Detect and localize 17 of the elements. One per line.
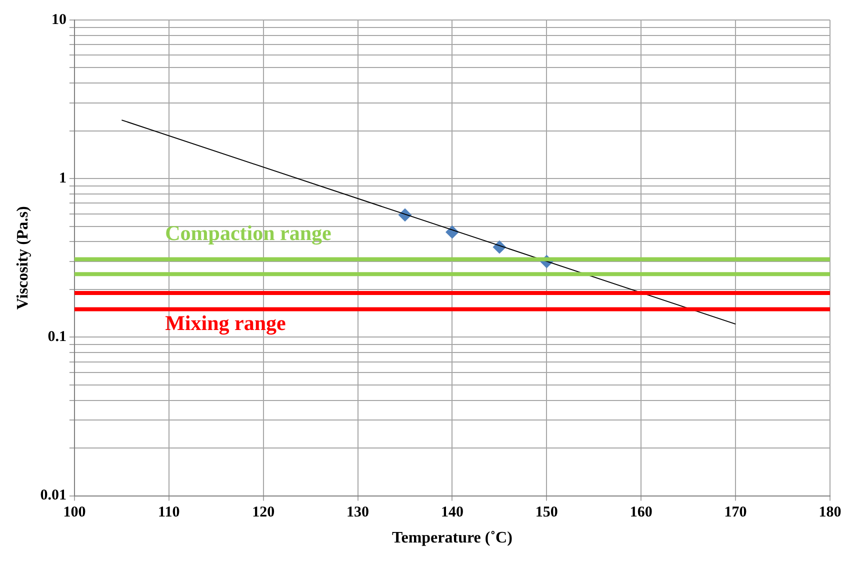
x-tick-label: 130: [346, 504, 370, 521]
x-axis-title: Temperature (˚C): [392, 530, 512, 547]
x-tick-label: 170: [724, 504, 747, 521]
y-tick-label: 0.1: [48, 329, 66, 346]
x-tick-label: 100: [63, 504, 86, 521]
x-tick-label: 140: [440, 504, 464, 521]
x-tick-label: 110: [158, 504, 180, 521]
ref-line-label: Mixing range: [165, 311, 286, 336]
ref-line-label: Compaction range: [165, 221, 332, 246]
x-tick-label: 180: [818, 504, 842, 521]
y-axis-title: Viscosity (Pa.s): [14, 206, 32, 310]
x-tick-label: 120: [252, 504, 275, 521]
x-tick-label: 160: [630, 504, 652, 521]
x-tick-label: 150: [535, 504, 558, 521]
y-tick-label: 10: [51, 12, 66, 28]
y-tick-label: 1: [58, 170, 66, 186]
y-tick-label: 0.01: [40, 488, 66, 504]
